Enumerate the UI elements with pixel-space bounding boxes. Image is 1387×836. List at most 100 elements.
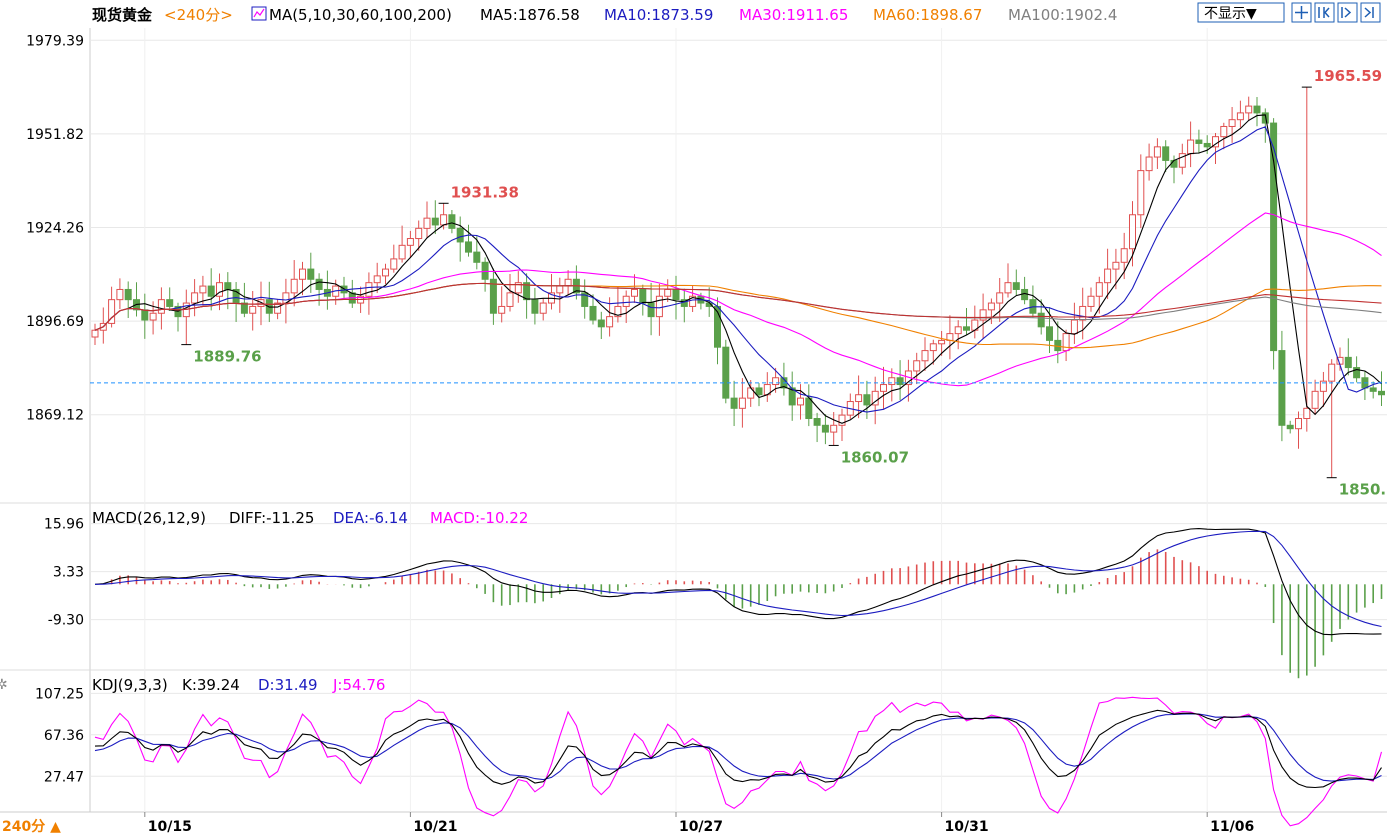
x-tick-label: 10/15	[148, 819, 192, 835]
candle-body	[1378, 390, 1385, 396]
step-forward-icon[interactable]	[1337, 2, 1358, 23]
step-back-icon[interactable]	[1314, 2, 1335, 23]
display-toggle-label: 不显示▼	[1204, 6, 1257, 22]
candle-body	[929, 343, 937, 352]
candle-body	[913, 360, 921, 372]
macd-y-tick-label: 3.33	[53, 565, 84, 581]
candle-body	[589, 305, 597, 321]
candle-body	[473, 251, 481, 263]
candle-body	[830, 424, 838, 433]
kdj-legend: ✲ KDJ(9,3,3) K:39.24 D:31.49 J:54.76	[0, 676, 385, 694]
candle-body	[896, 377, 904, 386]
candle-body	[921, 350, 929, 362]
ma10-line	[94, 126, 1382, 413]
x-tick-label: 11/06	[1210, 819, 1254, 835]
candle-body	[307, 268, 315, 280]
candle-body	[240, 302, 248, 314]
macd-legend: MACD(26,12,9) DIFF:-11.25 DEA:-6.14 MACD…	[92, 509, 528, 527]
candle-body	[747, 387, 755, 399]
candle-body	[938, 339, 946, 345]
ma-settings-icon[interactable]	[251, 6, 267, 21]
candle-body	[456, 227, 464, 243]
footer-period-selector[interactable]: 240分 ▲	[2, 819, 61, 835]
candle-body	[1295, 418, 1302, 430]
candle-body	[622, 295, 630, 307]
candle-body	[423, 217, 431, 229]
kdj-k-value: K:39.24	[182, 676, 240, 694]
candle-body	[299, 268, 306, 280]
display-toggle-button[interactable]: 不显示▼	[1197, 2, 1285, 23]
low-price-label: 1889.76	[193, 348, 261, 366]
candle-body	[166, 299, 174, 307]
candle-body	[664, 288, 672, 297]
candle-body	[523, 282, 531, 301]
kdj-k-line	[94, 709, 1382, 789]
candle-body	[1153, 146, 1161, 158]
candle-body	[614, 305, 622, 318]
candle-body	[863, 394, 871, 406]
candle-body	[365, 282, 373, 297]
candle-body	[465, 241, 472, 253]
macd-dea-value: DEA:-6.14	[333, 509, 408, 527]
macd-macd-value: MACD:-10.22	[430, 509, 528, 527]
x-tick-label: 10/31	[945, 819, 989, 835]
price-y-tick-label: 1869.12	[26, 408, 84, 424]
candle-body	[1303, 407, 1311, 420]
candle-body	[1120, 248, 1128, 263]
ma5-value: MA5:1876.58	[480, 6, 580, 24]
candle-body	[157, 299, 165, 314]
candle-body	[390, 258, 398, 270]
price-y-tick-label: 1896.69	[26, 314, 84, 330]
candle-body	[689, 295, 697, 307]
candle-body	[141, 309, 149, 321]
candle-body	[1278, 350, 1286, 426]
candle-body	[207, 285, 215, 297]
period-switch[interactable]: <240分>	[164, 6, 233, 24]
x-tick-label: 10/21	[413, 819, 457, 835]
ma30-value: MA30:1911.65	[739, 6, 848, 24]
candle-body	[265, 299, 273, 314]
candle-body	[481, 261, 489, 280]
price-y-tick-label: 1979.39	[26, 33, 84, 49]
macd-params: MACD(26,12,9)	[92, 509, 206, 527]
kdj-j-value: J:54.76	[332, 676, 385, 694]
candlestick-series	[91, 87, 1385, 478]
zoom-fit-icon[interactable]	[1291, 2, 1312, 23]
candle-body	[382, 268, 389, 277]
macd-y-tick-label: 15.96	[44, 517, 84, 533]
candle-body	[1170, 159, 1178, 168]
candle-body	[1344, 356, 1352, 369]
candle-body	[1328, 363, 1336, 382]
candle-body	[108, 299, 116, 324]
candle-body	[498, 305, 506, 314]
ma100-value: MA100:1902.4	[1008, 6, 1117, 24]
candle-body	[290, 278, 298, 294]
x-axis-labels: 10/15 10/21 10/27 10/31 11/06	[144, 812, 1254, 835]
candle-body	[406, 238, 414, 246]
step-end-icon[interactable]	[1360, 2, 1381, 23]
kdj-d-value: D:31.49	[258, 676, 318, 694]
low-price-label: 1850.57	[1339, 481, 1387, 499]
candle-body	[1145, 156, 1153, 172]
candle-body	[655, 295, 663, 318]
candle-body	[556, 285, 564, 294]
macd-dea-line	[94, 530, 1382, 628]
candle-body	[531, 299, 539, 314]
candle-body	[1004, 282, 1012, 294]
candle-body	[315, 278, 323, 290]
candle-body	[91, 329, 99, 338]
candle-body	[772, 377, 780, 386]
candle-body	[639, 288, 647, 304]
crosshair-icon[interactable]: ✲	[0, 677, 8, 693]
candle-body	[1270, 122, 1278, 352]
ma10-value: MA10:1873.59	[604, 6, 713, 24]
candle-body	[415, 227, 423, 240]
candle-body	[1112, 261, 1120, 270]
instrument-name: 现货黄金	[92, 6, 153, 24]
candle-body	[996, 292, 1004, 304]
candle-body	[1046, 326, 1053, 341]
candle-body	[149, 312, 157, 321]
candle-body	[1245, 105, 1253, 114]
kdj-params: KDJ(9,3,3)	[92, 676, 168, 694]
